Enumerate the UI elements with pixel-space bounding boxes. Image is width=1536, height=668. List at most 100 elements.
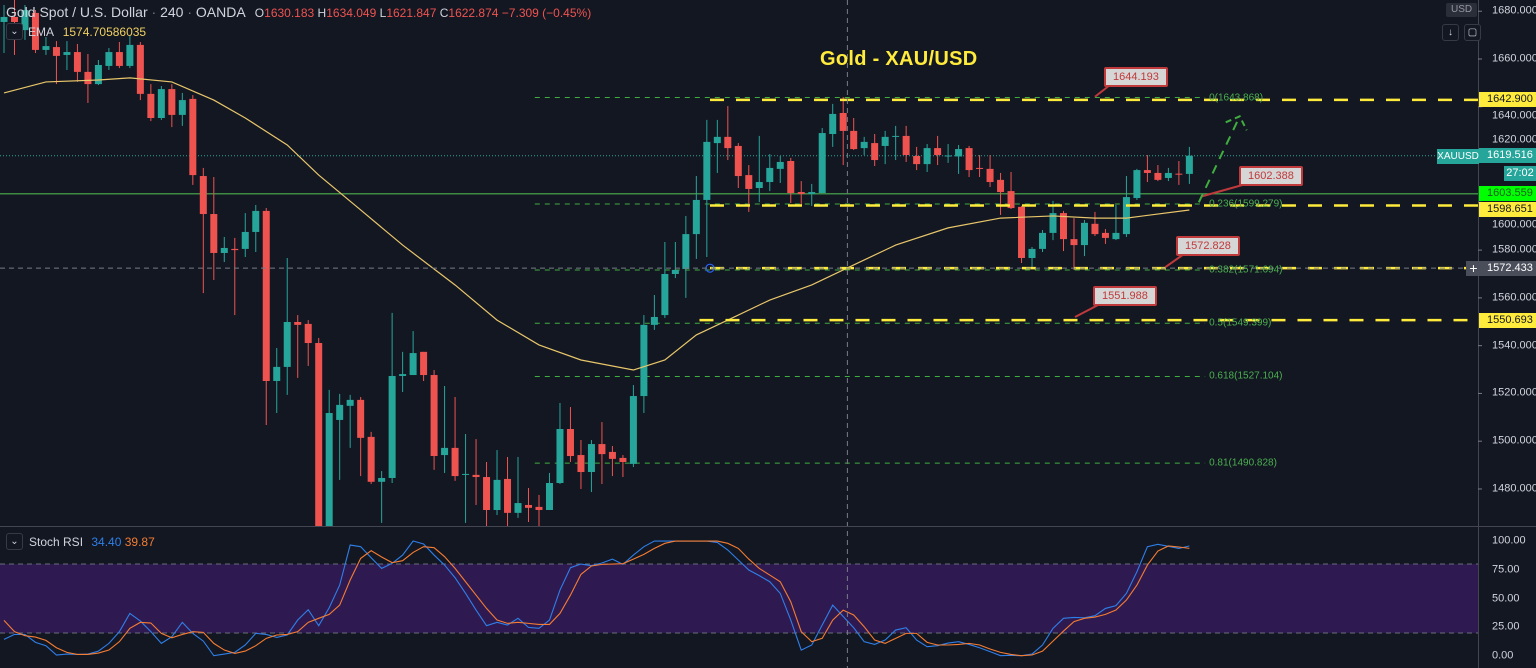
arrowhead bbox=[1225, 115, 1248, 131]
candle-body bbox=[115, 52, 123, 66]
candle bbox=[388, 312, 396, 484]
price-callout[interactable]: 1551.988 bbox=[1093, 286, 1157, 306]
candle bbox=[283, 257, 291, 395]
candle-body bbox=[976, 167, 984, 169]
price-axis-tick: 1640.000 bbox=[1492, 109, 1536, 122]
candle bbox=[346, 394, 354, 448]
candle-body bbox=[892, 135, 900, 137]
fib-level-label: 0.618(1527.104) bbox=[1209, 370, 1283, 382]
candle bbox=[52, 41, 60, 85]
candle-body bbox=[755, 182, 763, 188]
open-value: 1630.183 bbox=[264, 6, 315, 20]
collapse-ema-button[interactable]: ⌄ bbox=[6, 23, 23, 40]
candle bbox=[273, 348, 281, 414]
candle-body bbox=[829, 113, 837, 135]
candle-body bbox=[357, 399, 365, 438]
ema-label: EMA bbox=[28, 25, 54, 39]
collapse-stoch-button[interactable]: ⌄ bbox=[6, 533, 23, 550]
price-callout[interactable]: 1572.828 bbox=[1176, 236, 1240, 256]
candle-body bbox=[378, 477, 386, 482]
candle-body bbox=[745, 175, 753, 189]
candle-body bbox=[608, 451, 616, 459]
candle-body bbox=[525, 504, 532, 508]
reset-view-button[interactable]: ▢ bbox=[1464, 24, 1481, 41]
candle-body bbox=[671, 269, 679, 274]
candle-body bbox=[336, 404, 344, 420]
candle bbox=[1080, 220, 1088, 257]
price-badge-level: 1642.900 bbox=[1479, 92, 1536, 108]
scroll-to-latest-button[interactable]: ↓ bbox=[1442, 24, 1459, 41]
candle bbox=[315, 338, 323, 526]
price-callout[interactable]: 1602.388 bbox=[1239, 166, 1303, 186]
price-axis-tick: 1680.000 bbox=[1492, 4, 1536, 17]
candle bbox=[525, 488, 532, 522]
candle bbox=[661, 241, 669, 318]
close-label: C bbox=[439, 6, 449, 20]
candle-body bbox=[241, 231, 249, 249]
candle bbox=[608, 445, 616, 477]
candle-body bbox=[923, 148, 931, 165]
price-axis-tick: 1540.000 bbox=[1492, 339, 1536, 352]
stoch-legend[interactable]: Stoch RSI 34.40 39.87 bbox=[29, 535, 155, 549]
candle bbox=[577, 440, 585, 489]
price-callout[interactable]: 1644.193 bbox=[1104, 67, 1168, 87]
candle bbox=[1154, 165, 1162, 182]
candle-body bbox=[178, 100, 186, 115]
candle-body bbox=[1122, 197, 1130, 235]
candle bbox=[1049, 200, 1057, 241]
candle-body bbox=[367, 436, 375, 482]
high-value: 1634.049 bbox=[326, 6, 377, 20]
candle bbox=[892, 125, 900, 161]
fib-level-label: 0.5(1549.399) bbox=[1209, 317, 1272, 329]
candle-body bbox=[850, 130, 858, 150]
candle-body bbox=[860, 141, 868, 149]
price-axis-tick: 1600.000 bbox=[1492, 218, 1536, 231]
candle bbox=[1007, 171, 1015, 210]
stoch-axis-tick: 0.00 bbox=[1492, 649, 1514, 662]
candle-body bbox=[1175, 173, 1183, 175]
candle bbox=[545, 472, 553, 510]
candle-body bbox=[514, 503, 522, 513]
candle-body bbox=[304, 323, 312, 344]
candle-body bbox=[703, 141, 711, 200]
candle-body bbox=[1185, 155, 1193, 174]
currency-badge[interactable]: USD bbox=[1446, 3, 1478, 17]
candle-body bbox=[294, 322, 302, 325]
candle-body bbox=[283, 322, 291, 367]
interval[interactable]: 240 bbox=[160, 4, 184, 20]
candle-body bbox=[52, 47, 60, 56]
candle bbox=[63, 41, 71, 70]
candle bbox=[472, 439, 480, 505]
ema-legend[interactable]: EMA 1574.70586035 bbox=[28, 25, 146, 39]
candle-body bbox=[420, 351, 428, 376]
candle bbox=[944, 144, 952, 163]
candle bbox=[199, 167, 207, 294]
candle bbox=[1091, 211, 1099, 237]
candle bbox=[441, 386, 449, 473]
candle bbox=[850, 118, 858, 151]
add-alert-plus-icon[interactable]: + bbox=[1466, 261, 1481, 276]
price-badge-level: 1550.693 bbox=[1479, 312, 1536, 328]
candle-body bbox=[346, 399, 354, 406]
candle-body bbox=[661, 273, 669, 316]
candle bbox=[84, 53, 92, 103]
candle-body bbox=[189, 98, 197, 176]
chevron-down-icon: ⌄ bbox=[10, 536, 19, 547]
fib-level-label: 0.81(1490.828) bbox=[1209, 457, 1277, 469]
high-label: H bbox=[317, 6, 327, 20]
candle bbox=[1059, 210, 1067, 252]
candle-body bbox=[566, 429, 574, 457]
candle bbox=[0, 5, 8, 54]
candle bbox=[1143, 155, 1151, 183]
fib-level-label: 0.382(1571.694) bbox=[1209, 264, 1283, 276]
ema-value: 1574.70586035 bbox=[62, 25, 147, 39]
candle bbox=[115, 42, 123, 69]
candle bbox=[734, 143, 742, 188]
candle-body bbox=[210, 214, 218, 253]
candle-body bbox=[587, 444, 595, 473]
candle-body bbox=[535, 506, 543, 510]
candle-body bbox=[441, 447, 449, 456]
price-axis-tick: 1560.000 bbox=[1492, 291, 1536, 304]
candle-body bbox=[619, 457, 627, 462]
